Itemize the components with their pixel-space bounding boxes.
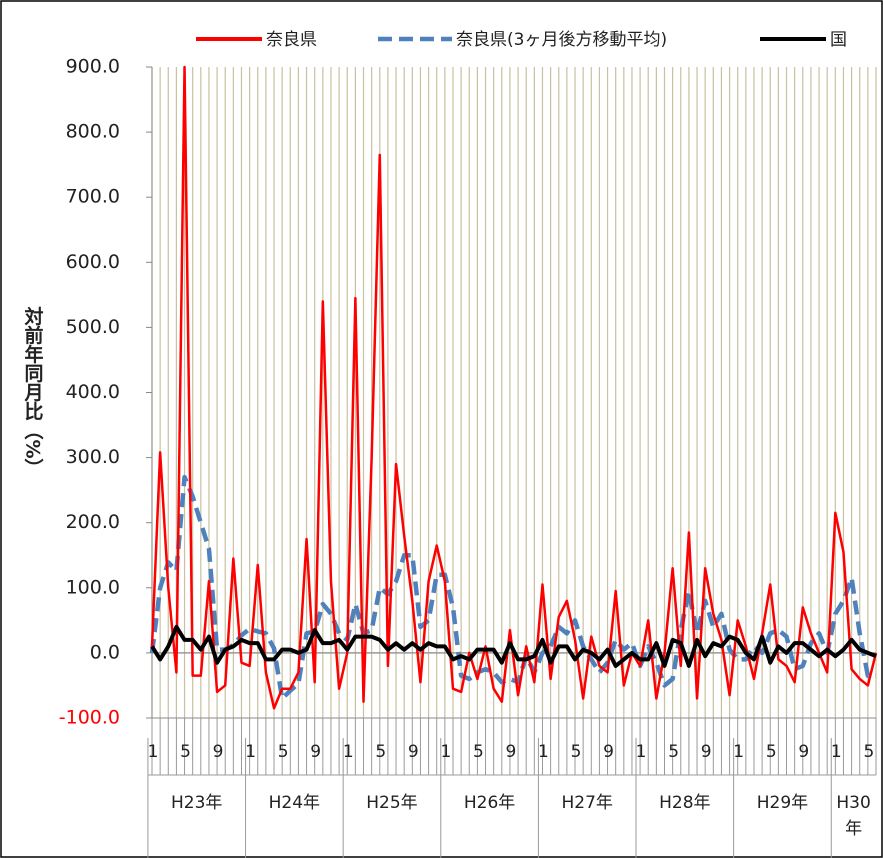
x-tick-label: 9 [506,742,517,762]
x-tick-label: 1 [440,742,451,762]
y-tick-label: 500.0 [66,316,120,338]
x-tick-label: 5 [766,742,777,762]
series-line [149,474,876,701]
legend-label: 奈良県 [266,30,317,50]
x-tick-label: 9 [798,742,809,762]
x-tick-label: 9 [408,742,419,762]
year-label-box: H23年 [171,793,223,813]
y-tick-label: 0.0 [90,641,120,663]
x-tick-label: 1 [148,742,159,762]
x-tick-label: 5 [571,742,582,762]
year-label-box: H30年 [836,793,871,839]
y-tick-label: 100.0 [66,576,120,598]
year-label: H24年 [268,793,321,813]
x-tick-label: 5 [375,742,386,762]
y-tick-label: 800.0 [66,121,120,143]
x-tick-label: 9 [310,742,321,762]
legend-label: 奈良県(3ヶ月後方移動平均) [456,30,667,50]
y-tick-label: 200.0 [66,511,120,533]
x-tick-label: 1 [245,742,256,762]
year-label-box: H27年 [561,793,613,813]
x-tick-label: 1 [831,742,842,762]
year-label: H25年 [366,793,418,813]
year-label-box: H26年 [463,793,516,813]
y-tick-label: 600.0 [66,251,120,273]
x-tick-label: 1 [343,742,354,762]
year-label-box: H25年 [366,793,418,813]
series-line [150,65,878,710]
x-tick-label: 9 [701,742,712,762]
x-tick-label: 9 [213,742,224,762]
y-axis-label: 対前年同月比（%） [22,305,45,477]
legend-label: 国 [830,30,847,50]
year-label: H26年 [463,793,516,813]
year-label-box: H29年 [756,793,809,813]
x-tick-label: 5 [668,742,679,762]
x-tick-label: 1 [636,742,647,762]
x-tick-label: 5 [473,742,484,762]
x-tick-label: 5 [180,742,191,762]
year-label: H29年 [756,793,809,813]
year-label: H27年 [561,793,613,813]
year-label: H28年 [659,793,711,813]
y-tick-label: 300.0 [66,446,120,468]
y-tick-label: -100.0 [59,707,120,729]
year-label: H23年 [171,793,223,813]
series-line [150,624,877,668]
y-tick-label: 700.0 [66,186,120,208]
x-tick-label: 1 [733,742,744,762]
x-tick-label: 1 [538,742,549,762]
x-tick-label: 5 [863,742,874,762]
year-label: H30年 [836,793,871,839]
x-tick-label: 9 [603,742,614,762]
plot-lines [149,65,878,710]
year-label-box: H28年 [659,793,711,813]
y-tick-label: 400.0 [66,381,120,403]
y-tick-label: 900.0 [66,56,120,78]
x-tick-label: 5 [278,742,289,762]
year-label-box: H24年 [268,793,321,813]
